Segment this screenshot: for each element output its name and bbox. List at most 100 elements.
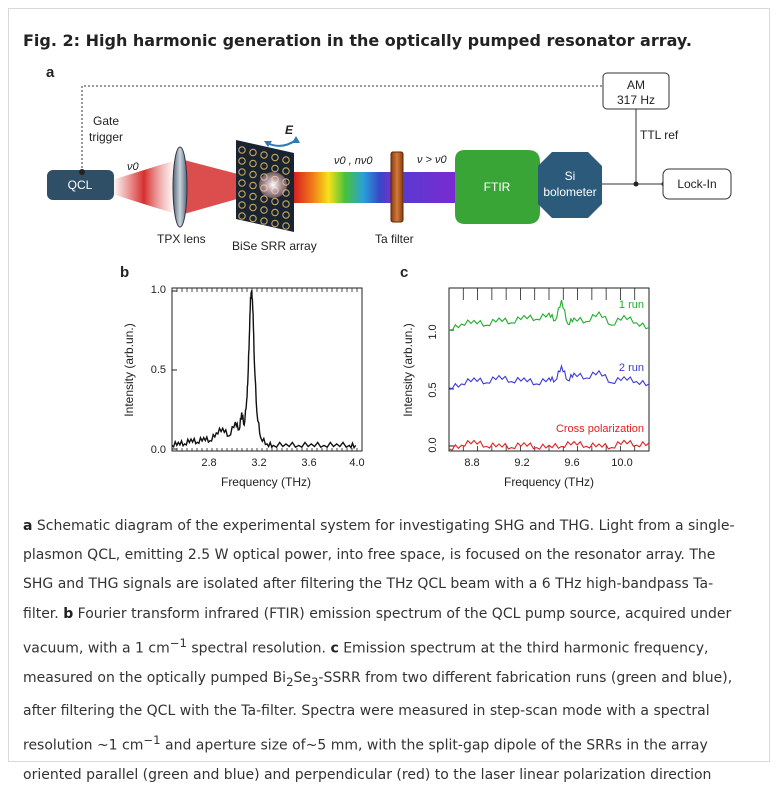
caption-c-sub1: 2 xyxy=(286,674,294,689)
gate-dotted-line xyxy=(81,85,604,172)
si-label: Si xyxy=(565,169,576,183)
srr-resonator xyxy=(238,157,246,165)
caption-c-text-3: after filtering the QCL with the Ta-filt… xyxy=(23,702,710,719)
caption-c-text-2c: -SSRR from two different fabrication run… xyxy=(318,669,733,686)
srr-resonator xyxy=(260,206,268,214)
bolometer-label: bolometer xyxy=(543,185,596,199)
nu0-nnu0-label: ν0 , nν0 xyxy=(334,155,373,167)
qcl-label: QCL xyxy=(68,178,93,192)
focused-beam xyxy=(184,160,272,214)
figure-title: Fig. 2: High harmonic generation in the … xyxy=(23,31,692,50)
e-field-label: E xyxy=(285,123,294,137)
srr-resonator xyxy=(271,219,279,228)
srr-resonator xyxy=(282,200,290,208)
srr-array xyxy=(236,140,294,232)
srr-resonator xyxy=(249,159,257,168)
b-ytick-0: 0.0 xyxy=(151,444,166,456)
caption-b-text-2a: vacuum, with a 1 cm xyxy=(23,640,170,657)
srr-resonator xyxy=(260,217,268,225)
caption-a-text-2: plasmon QCL, emitting 2.5 W optical powe… xyxy=(23,547,716,564)
srr-resonator xyxy=(282,222,290,230)
c-ylabel: Intensity (arb.un.) xyxy=(401,323,415,416)
ta-filter xyxy=(390,151,404,223)
c-ytick-05: 0.5 xyxy=(427,382,439,397)
srr-resonator xyxy=(260,162,268,170)
srr-resonator xyxy=(271,197,279,206)
srr-resonator xyxy=(282,167,290,175)
b-xlabel: Frequency (THz) xyxy=(221,475,311,489)
srr-resonator xyxy=(238,168,246,176)
c-legend-cross: Cross polarization xyxy=(556,423,644,435)
b-ytick-05: 0.5 xyxy=(151,364,166,376)
c-ytick-1: 1.0 xyxy=(427,324,439,339)
ftir-label: FTIR xyxy=(484,180,511,194)
srr-resonator xyxy=(260,151,268,159)
srr-resonator xyxy=(260,195,268,203)
ftir-box xyxy=(455,150,540,224)
srr-resonator xyxy=(249,170,257,179)
b-xtick-36: 3.6 xyxy=(301,457,316,469)
gate-label: Gate xyxy=(93,114,119,128)
am-label: AM xyxy=(627,78,645,92)
si-bolometer xyxy=(538,152,602,218)
c-legend-run2: 2 run xyxy=(619,362,644,374)
lock-in-label: Lock-In xyxy=(677,177,716,191)
trigger-label: trigger xyxy=(89,130,123,144)
qcl-beam xyxy=(112,160,176,214)
c-xlabel: Frequency (THz) xyxy=(504,475,594,489)
caption-b-text-2b: spectral resolution. xyxy=(186,640,331,657)
caption-c-label: c xyxy=(330,640,339,657)
b-ylabel: Intensity (arb.un.) xyxy=(122,323,136,416)
caption-c-sub2: 3 xyxy=(310,674,319,689)
am-frequency: 317 Hz xyxy=(617,93,655,107)
srr-resonator xyxy=(238,190,246,198)
nu-gt-label: ν > ν0 xyxy=(417,154,448,166)
srr-resonator xyxy=(249,148,257,157)
caption-b-text-1: Fourier transform infrared (FTIR) emissi… xyxy=(73,605,732,622)
srr-resonator xyxy=(282,156,290,164)
caption-b-sup: −1 xyxy=(169,635,187,650)
c-xtick-96: 9.6 xyxy=(564,457,579,469)
c-run1-line xyxy=(448,299,650,332)
b-ytick-1: 1.0 xyxy=(151,284,166,296)
violet-beam xyxy=(403,172,455,203)
b-spectrum-line xyxy=(171,289,357,450)
c-xtick-100: 10.0 xyxy=(611,457,632,469)
c-ytick-0: 0.0 xyxy=(427,437,439,452)
tpx-lens-label: TPX lens xyxy=(157,232,206,246)
ttl-ref-label: TTL ref xyxy=(640,128,679,142)
e-field-arrow xyxy=(264,136,300,147)
figure-graphic: a AM 317 Hz TTL ref Lock-In Gate trigger… xyxy=(46,64,732,489)
rainbow-beam xyxy=(294,172,396,203)
tpx-lens xyxy=(172,146,188,228)
caption-c-text-2a: measured on the optically pumped Bi xyxy=(23,669,287,686)
nu0-label: ν0 xyxy=(127,161,140,173)
srr-resonator xyxy=(238,201,246,209)
caption-c-text-4b: and aperture size of~5 mm, with the spli… xyxy=(160,737,708,754)
srr-resonator xyxy=(249,203,257,212)
panel-b-label: b xyxy=(120,264,129,281)
caption-a-text-3: SHG and THG signals are isolated after f… xyxy=(23,576,714,593)
figure-frame xyxy=(8,8,770,762)
panel-c-label: c xyxy=(400,264,408,281)
srr-resonator xyxy=(249,181,257,190)
bise-array-label: BiSe SRR array xyxy=(232,239,317,253)
caption-a-text-4: filter. xyxy=(23,605,64,622)
figure-caption: a Schematic diagram of the experimental … xyxy=(23,512,753,790)
c-xtick-92: 9.2 xyxy=(514,457,529,469)
caption-a-text-1: Schematic diagram of the experimental sy… xyxy=(32,518,735,534)
c-legend-run1: 1 run xyxy=(619,299,644,311)
c-xtick-88: 8.8 xyxy=(464,457,479,469)
panel-a-label: a xyxy=(46,64,55,81)
caption-b-label: b xyxy=(63,605,74,622)
srr-resonator xyxy=(249,214,257,223)
lock-in-box xyxy=(662,168,732,200)
caption-a-label: a xyxy=(23,518,33,534)
caption-c-sup: −1 xyxy=(143,732,161,747)
c-run2-line xyxy=(448,363,650,390)
srr-resonator xyxy=(271,153,279,162)
caption-c-text-2b: Se xyxy=(293,669,311,686)
srr-resonator xyxy=(238,179,246,187)
srr-resonator xyxy=(238,146,246,154)
panel-b-frame xyxy=(171,287,363,452)
